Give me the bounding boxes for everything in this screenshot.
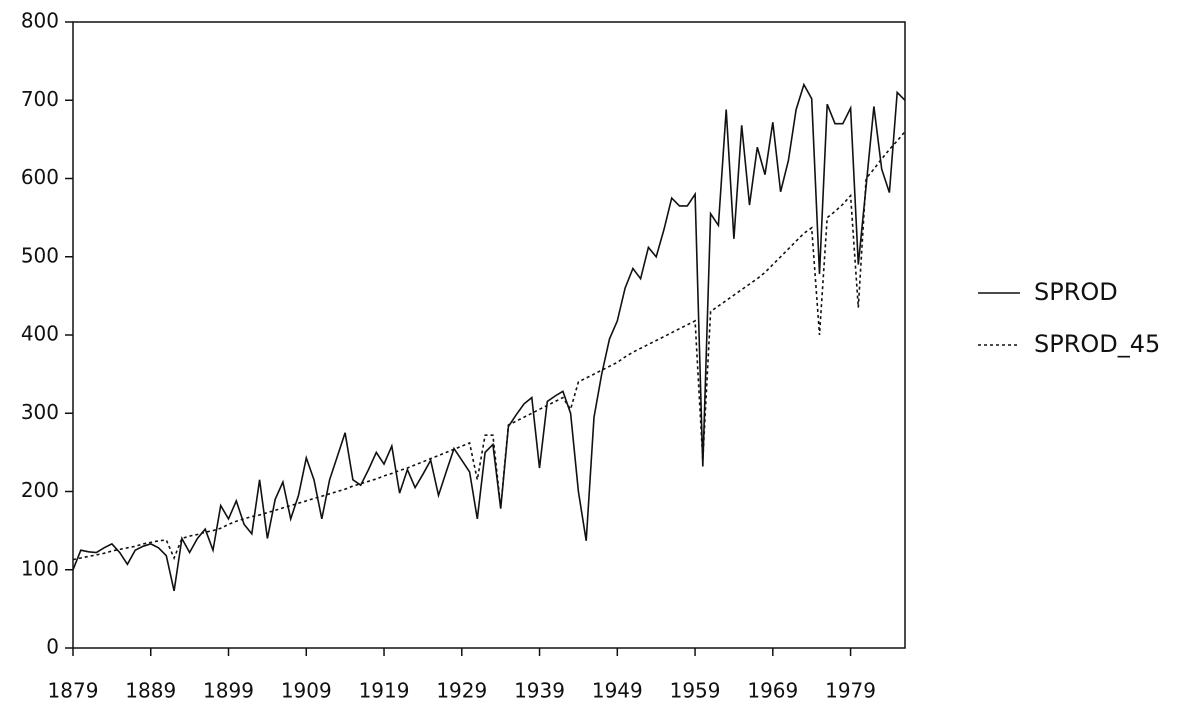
x-tick-label: 1889 (125, 679, 176, 703)
y-tick-label: 400 (21, 322, 59, 346)
x-tick-label: 1919 (359, 679, 410, 703)
y-tick-label: 600 (21, 165, 59, 189)
y-tick-label: 700 (21, 87, 59, 111)
x-tick-label: 1959 (670, 679, 721, 703)
x-tick-label: 1879 (48, 679, 99, 703)
series-line (72, 131, 906, 561)
x-tick-label: 1949 (592, 679, 643, 703)
x-tick-label: 1979 (825, 679, 876, 703)
y-tick-label: 800 (21, 9, 59, 33)
y-tick-label: 0 (46, 635, 59, 659)
x-tick-label: 1899 (203, 679, 254, 703)
x-tick-label: 1969 (747, 679, 798, 703)
y-tick-label: 500 (21, 243, 59, 267)
legend-label: SPROD_45 (1034, 330, 1160, 358)
series-line (72, 82, 906, 592)
plot-frame (72, 21, 906, 649)
y-tick-label: 300 (21, 400, 59, 424)
legend-label: SPROD (1034, 278, 1118, 306)
x-tick-label: 1929 (436, 679, 487, 703)
x-tick-label: 1939 (514, 679, 565, 703)
x-tick-label: 1909 (281, 679, 332, 703)
y-tick-label: 100 (21, 556, 59, 580)
y-tick-label: 200 (21, 478, 59, 502)
